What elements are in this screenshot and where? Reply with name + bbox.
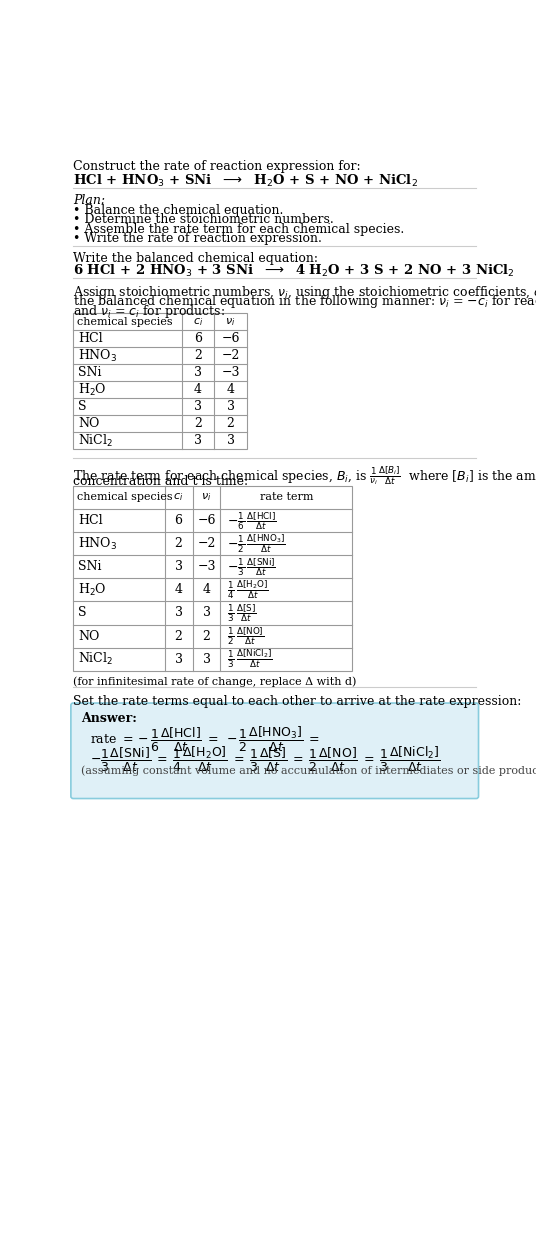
Text: 2: 2 [194,350,202,362]
Text: (for infinitesimal rate of change, replace Δ with d): (for infinitesimal rate of change, repla… [73,677,356,687]
Text: 4: 4 [175,584,183,596]
Text: H$_2$O: H$_2$O [78,581,107,598]
FancyBboxPatch shape [71,703,479,799]
Text: SNi: SNi [78,560,101,574]
Text: $-\frac{1}{3}\,\frac{\Delta[\mathrm{SNi}]}{\Delta t}$: $-\frac{1}{3}\,\frac{\Delta[\mathrm{SNi}… [227,556,276,577]
Text: rate $= -\dfrac{1}{6}\dfrac{\Delta[\mathrm{HCl}]}{\Delta t}$$\;=\; -\dfrac{1}{2}: rate $= -\dfrac{1}{6}\dfrac{\Delta[\math… [90,726,321,755]
Text: Set the rate terms equal to each other to arrive at the rate expression:: Set the rate terms equal to each other t… [73,694,522,707]
Text: HCl: HCl [78,515,102,527]
Text: −3: −3 [221,366,240,379]
Text: S: S [78,400,86,413]
Text: −6: −6 [221,332,240,346]
Text: 3: 3 [175,560,183,574]
Text: rate term: rate term [259,492,313,502]
Text: • Determine the stoichiometric numbers.: • Determine the stoichiometric numbers. [73,214,334,226]
Text: $\frac{1}{2}\,\frac{\Delta[\mathrm{NO}]}{\Delta t}$: $\frac{1}{2}\,\frac{\Delta[\mathrm{NO}]}… [227,625,264,647]
Text: chemical species: chemical species [77,317,173,327]
Text: $\nu_i$: $\nu_i$ [202,492,212,503]
Text: 3: 3 [227,400,235,413]
Text: 2: 2 [194,418,202,430]
Text: 4: 4 [227,384,235,396]
Text: 2: 2 [203,629,211,643]
Bar [73,486,352,671]
Text: and $\nu_i$ = $c_i$ for products:: and $\nu_i$ = $c_i$ for products: [73,303,226,320]
Text: HNO$_3$: HNO$_3$ [78,347,117,364]
Text: Construct the rate of reaction expression for:: Construct the rate of reaction expressio… [73,160,361,174]
Text: $\nu_i$: $\nu_i$ [225,316,236,328]
Text: Plan:: Plan: [73,194,106,208]
Text: NO: NO [78,418,99,430]
Text: $\frac{1}{3}\,\frac{\Delta[\mathrm{NiCl_2}]}{\Delta t}$: $\frac{1}{3}\,\frac{\Delta[\mathrm{NiCl_… [227,648,272,671]
Text: 4: 4 [194,384,202,396]
Text: $\frac{1}{4}\,\frac{\Delta[\mathrm{H_2O}]}{\Delta t}$: $\frac{1}{4}\,\frac{\Delta[\mathrm{H_2O}… [227,579,269,601]
Text: −2: −2 [197,537,215,550]
Text: Write the balanced chemical equation:: Write the balanced chemical equation: [73,252,318,265]
Text: 6: 6 [194,332,202,346]
Text: 3: 3 [175,653,183,665]
Text: 4: 4 [203,584,211,596]
Text: $-\frac{1}{6}\,\frac{\Delta[\mathrm{HCl}]}{\Delta t}$: $-\frac{1}{6}\,\frac{\Delta[\mathrm{HCl}… [227,509,276,532]
Text: concentration and t is time:: concentration and t is time: [73,476,248,488]
Text: $\frac{1}{3}\,\frac{\Delta[\mathrm{S}]}{\Delta t}$: $\frac{1}{3}\,\frac{\Delta[\mathrm{S}]}{… [227,603,256,624]
Text: the balanced chemical equation in the following manner: $\nu_i$ = $-c_i$ for rea: the balanced chemical equation in the fo… [73,293,536,311]
Text: chemical species: chemical species [77,492,173,502]
Text: 3: 3 [194,400,202,413]
Text: • Balance the chemical equation.: • Balance the chemical equation. [73,204,284,218]
Text: NiCl$_2$: NiCl$_2$ [78,433,113,449]
Text: HNO$_3$: HNO$_3$ [78,536,117,552]
Text: 2: 2 [175,537,183,550]
Text: 6 HCl + 2 HNO$_3$ + 3 SNi  $\longrightarrow$  4 H$_2$O + 3 S + 2 NO + 3 NiCl$_2$: 6 HCl + 2 HNO$_3$ + 3 SNi $\longrightarr… [73,263,515,279]
Text: NO: NO [78,629,99,643]
Text: (assuming constant volume and no accumulation of intermediates or side products): (assuming constant volume and no accumul… [81,765,536,776]
Text: Answer:: Answer: [81,712,137,725]
Text: • Write the rate of reaction expression.: • Write the rate of reaction expression. [73,231,322,245]
Bar [73,313,247,449]
Text: $c_i$: $c_i$ [193,316,203,328]
Text: NiCl$_2$: NiCl$_2$ [78,652,113,667]
Text: Assign stoichiometric numbers, $\nu_i$, using the stoichiometric coefficients, $: Assign stoichiometric numbers, $\nu_i$, … [73,284,536,301]
Text: 3: 3 [203,653,211,665]
Text: $-\frac{1}{2}\,\frac{\Delta[\mathrm{HNO_3}]}{\Delta t}$: $-\frac{1}{2}\,\frac{\Delta[\mathrm{HNO_… [227,532,285,555]
Text: $-\dfrac{1}{3}\dfrac{\Delta[\mathrm{SNi}]}{\Delta t}$$\;=\;\dfrac{1}{4}\dfrac{\D: $-\dfrac{1}{3}\dfrac{\Delta[\mathrm{SNi}… [90,746,441,775]
Text: $c_i$: $c_i$ [174,492,184,503]
Text: H$_2$O: H$_2$O [78,381,107,398]
Text: SNi: SNi [78,366,101,379]
Text: HCl + HNO$_3$ + SNi  $\longrightarrow$  H$_2$O + S + NO + NiCl$_2$: HCl + HNO$_3$ + SNi $\longrightarrow$ H$… [73,172,418,189]
Text: 3: 3 [194,366,202,379]
Text: 2: 2 [227,418,234,430]
Text: 3: 3 [203,606,211,619]
Text: HCl: HCl [78,332,102,346]
Text: −6: −6 [197,515,216,527]
Text: 3: 3 [194,434,202,447]
Text: • Assemble the rate term for each chemical species.: • Assemble the rate term for each chemic… [73,223,405,235]
Text: 3: 3 [227,434,235,447]
Text: 2: 2 [175,629,183,643]
Text: −3: −3 [197,560,216,574]
Text: S: S [78,606,86,619]
Text: 6: 6 [175,515,183,527]
Text: 3: 3 [175,606,183,619]
Text: The rate term for each chemical species, $B_i$, is $\frac{1}{\nu_i}\frac{\Delta[: The rate term for each chemical species,… [73,464,536,487]
Text: −2: −2 [221,350,240,362]
